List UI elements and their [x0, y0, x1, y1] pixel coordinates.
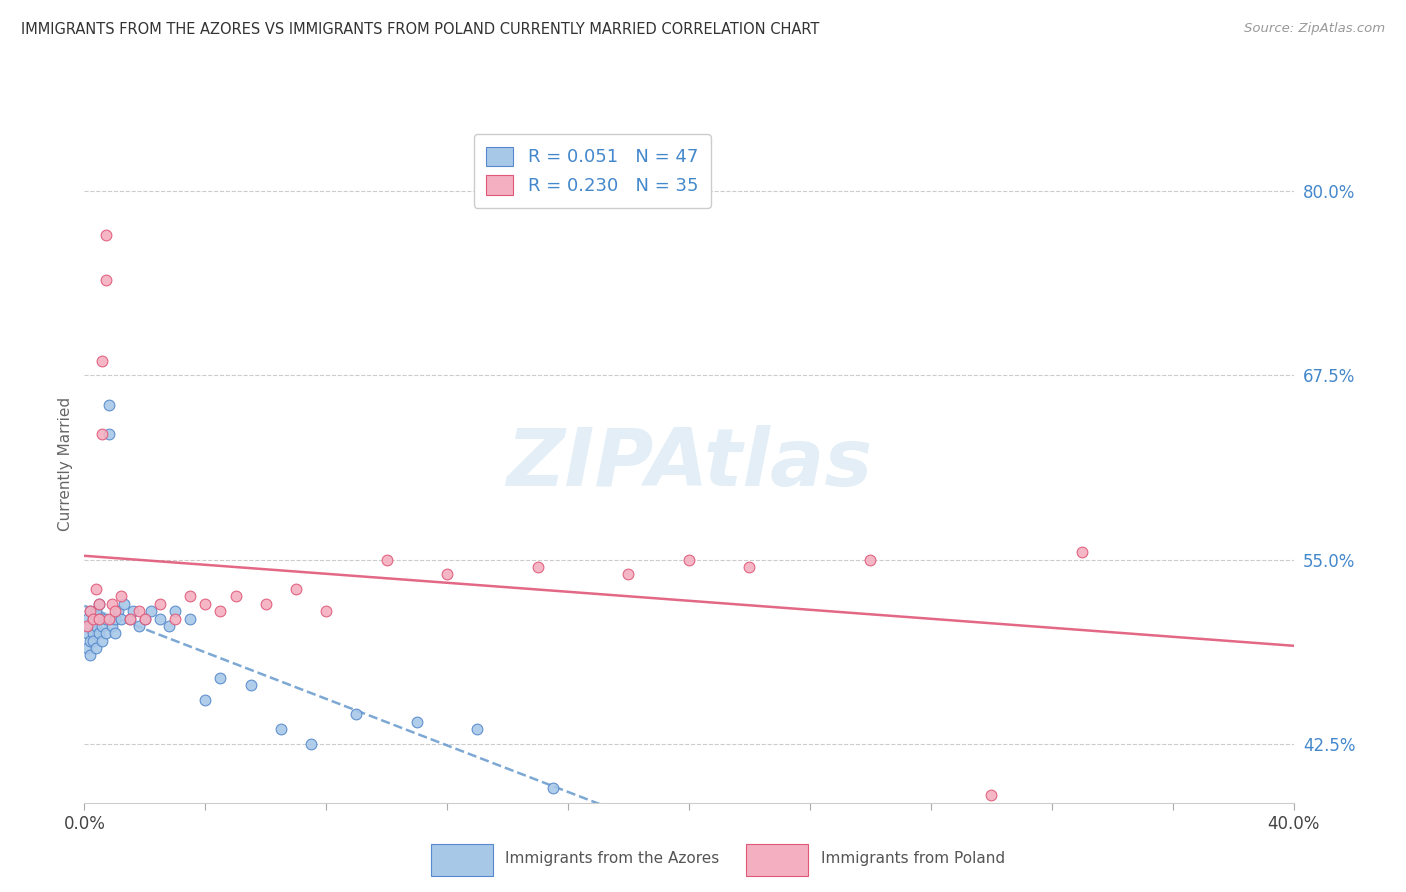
Point — [134, 611, 156, 625]
Legend: R = 0.051   N = 47, R = 0.230   N = 35: R = 0.051 N = 47, R = 0.230 N = 35 — [474, 134, 711, 208]
Point — [541, 780, 564, 795]
Point — [436, 567, 458, 582]
Point — [118, 611, 141, 625]
Point — [157, 619, 180, 633]
Point — [678, 552, 700, 566]
Point — [239, 678, 262, 692]
Point — [375, 552, 398, 566]
Point — [149, 611, 172, 625]
Point — [104, 611, 127, 625]
Point — [128, 604, 150, 618]
Text: ZIPAtlas: ZIPAtlas — [506, 425, 872, 503]
Point — [112, 597, 135, 611]
Point — [225, 590, 247, 604]
Point — [179, 590, 201, 604]
Point — [149, 597, 172, 611]
Point — [86, 641, 108, 656]
Point — [110, 590, 132, 604]
Y-axis label: Currently Married: Currently Married — [58, 397, 73, 531]
Point — [633, 811, 655, 825]
FancyBboxPatch shape — [747, 844, 808, 876]
Point — [82, 633, 104, 648]
Point — [79, 633, 101, 648]
Point — [76, 619, 98, 633]
Point — [94, 272, 117, 286]
Point — [91, 633, 114, 648]
Point — [110, 611, 132, 625]
Point — [118, 611, 141, 625]
Point — [209, 671, 232, 685]
Point — [194, 597, 217, 611]
Point — [526, 560, 548, 574]
Point — [94, 611, 117, 625]
Point — [104, 626, 127, 640]
Point — [97, 398, 120, 412]
Point — [100, 619, 122, 633]
Point — [254, 597, 277, 611]
Point — [82, 611, 104, 625]
Point — [315, 604, 337, 618]
Text: IMMIGRANTS FROM THE AZORES VS IMMIGRANTS FROM POLAND CURRENTLY MARRIED CORRELATI: IMMIGRANTS FROM THE AZORES VS IMMIGRANTS… — [21, 22, 820, 37]
Point — [91, 619, 114, 633]
Point — [79, 604, 101, 618]
Point — [128, 619, 150, 633]
Point — [79, 648, 101, 663]
Point — [467, 722, 489, 736]
Point — [139, 604, 162, 618]
Point — [91, 353, 114, 368]
Point — [89, 597, 111, 611]
Point — [859, 552, 882, 566]
Point — [299, 737, 322, 751]
Text: Immigrants from Poland: Immigrants from Poland — [821, 851, 1005, 866]
Point — [91, 427, 114, 442]
Text: Source: ZipAtlas.com: Source: ZipAtlas.com — [1244, 22, 1385, 36]
Point — [163, 604, 186, 618]
Point — [284, 582, 308, 596]
Point — [89, 611, 111, 625]
Point — [617, 567, 640, 582]
Point — [134, 611, 156, 625]
Point — [86, 604, 108, 618]
FancyBboxPatch shape — [430, 844, 492, 876]
Point — [76, 611, 98, 625]
Point — [121, 604, 143, 618]
Point — [104, 604, 127, 618]
Point — [100, 597, 122, 611]
Point — [76, 641, 98, 656]
Point — [89, 611, 111, 625]
Point — [79, 604, 101, 618]
Point — [94, 228, 117, 243]
Point — [194, 692, 217, 706]
Point — [738, 560, 761, 574]
Point — [94, 626, 117, 640]
Point — [97, 611, 120, 625]
Point — [270, 722, 292, 736]
Point — [76, 626, 98, 640]
Point — [163, 611, 186, 625]
Point — [89, 626, 111, 640]
Point — [82, 611, 104, 625]
Point — [980, 789, 1002, 803]
Point — [1071, 545, 1094, 559]
Point — [86, 582, 108, 596]
Point — [82, 626, 104, 640]
Point — [97, 427, 120, 442]
Point — [107, 604, 129, 618]
Point — [406, 714, 429, 729]
Point — [346, 707, 368, 722]
Text: Immigrants from the Azores: Immigrants from the Azores — [505, 851, 720, 866]
Point — [89, 597, 111, 611]
Point — [86, 619, 108, 633]
Point — [209, 604, 232, 618]
Point — [79, 619, 101, 633]
Point — [179, 611, 201, 625]
